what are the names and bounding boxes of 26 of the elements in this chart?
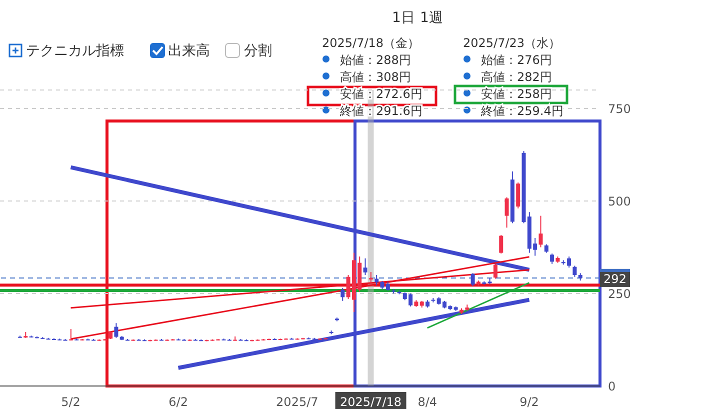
text: 1日 [392, 10, 415, 26]
text: 2025/7/18（金） [322, 36, 420, 50]
y-tick-label: 250 [608, 286, 631, 301]
x-tick-label: 5/2 [61, 395, 80, 409]
x-tick-label: 2025/7/18 [340, 395, 402, 409]
text: 高値：282円 [481, 70, 552, 84]
text: 1週 [420, 10, 443, 26]
y-tick-label: 750 [608, 102, 631, 116]
x-tick-label: 2025/7 [276, 395, 318, 409]
y-tick-label: 0 [608, 379, 616, 394]
text: 分割 [244, 43, 272, 59]
x-tick-label: 6/2 [168, 395, 188, 409]
annotation: 安値：258円 [481, 87, 552, 101]
annotation: 終値：259.4円 [480, 104, 564, 118]
y-tick-label: 500 [608, 194, 631, 208]
text: 始値：288円 [340, 53, 411, 67]
text: 2025/7/23（水） [463, 36, 561, 50]
annotation: 終値：291.6円 [339, 104, 422, 118]
text: 始値：276円 [481, 53, 552, 67]
x-tick-label: 8/4 [418, 395, 438, 409]
text: テクニカル指標 [26, 43, 124, 59]
text: 高値：308円 [340, 70, 411, 84]
x-tick-label: 9/2 [520, 395, 539, 409]
text: 出来高 [168, 43, 210, 59]
ref-line-label: 292 [604, 272, 626, 286]
annotation: 安値：272.6円 [340, 87, 422, 101]
